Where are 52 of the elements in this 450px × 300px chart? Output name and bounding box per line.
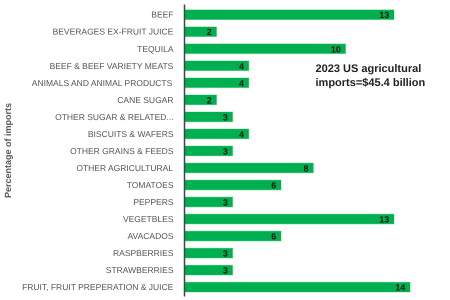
bar [184, 214, 394, 224]
bar [184, 162, 314, 174]
y-tick-label: BISCUITS & WAFERS [88, 128, 174, 139]
data-label: 3 [222, 248, 228, 259]
bar [184, 43, 346, 54]
bar [184, 196, 234, 208]
y-tick-label: BEEF [151, 10, 174, 20]
data-label: 6 [271, 232, 276, 242]
data-label: 3 [222, 266, 228, 276]
y-tick-label: AVACADOS [128, 231, 174, 242]
bar [184, 282, 411, 292]
data-label: 8 [304, 163, 309, 174]
bar [184, 128, 250, 140]
bar [184, 264, 234, 276]
bar [184, 146, 234, 156]
y-tick-label: FRUIT, FRUIT PREPERATION & JUICE [22, 282, 174, 292]
bar [184, 94, 218, 106]
data-label: 3 [222, 198, 228, 208]
data-label: 3 [222, 146, 228, 156]
y-tick-label: OTHER SUGAR & RELATED... [55, 112, 174, 122]
data-label: 13 [379, 10, 390, 20]
data-label: 10 [330, 44, 341, 54]
data-label: 13 [379, 214, 390, 225]
y-tick-label: TOMATOES [126, 180, 174, 190]
data-label: 4 [239, 129, 244, 140]
y-tick-label: CANE SUGAR [117, 94, 174, 105]
bar [184, 60, 250, 72]
data-label: 2 [206, 27, 212, 38]
bar [184, 248, 234, 258]
data-label: 4 [239, 61, 244, 72]
y-tick-label: OTHER AGRICULTURAL [76, 162, 174, 173]
y-tick-label: RASPBERRIES [113, 248, 174, 258]
y-axis-title: Percentage of imports [3, 102, 14, 198]
y-tick-label: PEPPERS [133, 197, 174, 208]
data-label: 4 [239, 78, 244, 88]
bar [184, 77, 250, 88]
y-tick-label: ANIMALS AND ANIMAL PRODUCTS [32, 78, 173, 88]
y-tick-label: OTHER GRAINS & FEEDS [70, 146, 174, 156]
bar [184, 9, 394, 20]
data-label: 14 [395, 282, 406, 293]
data-label: 3 [222, 112, 228, 122]
y-tick-label: TEQUILA [137, 44, 174, 54]
bar [184, 230, 282, 242]
bar [184, 112, 234, 122]
data-label: 6 [271, 180, 276, 190]
data-label: 2 [206, 95, 212, 106]
annotation: 2023 US agricultural imports=$45.4 billion [316, 62, 426, 90]
y-tick-label: BEEF & BEEF VARIETY MEATS [50, 60, 174, 71]
y-tick-label: VEGETBLES [122, 214, 174, 224]
y-tick-label: BEVERAGES EX-FRUIT JUICE [52, 26, 174, 37]
bar [184, 180, 282, 190]
y-tick-label: STRAWBERRIES [106, 265, 174, 276]
